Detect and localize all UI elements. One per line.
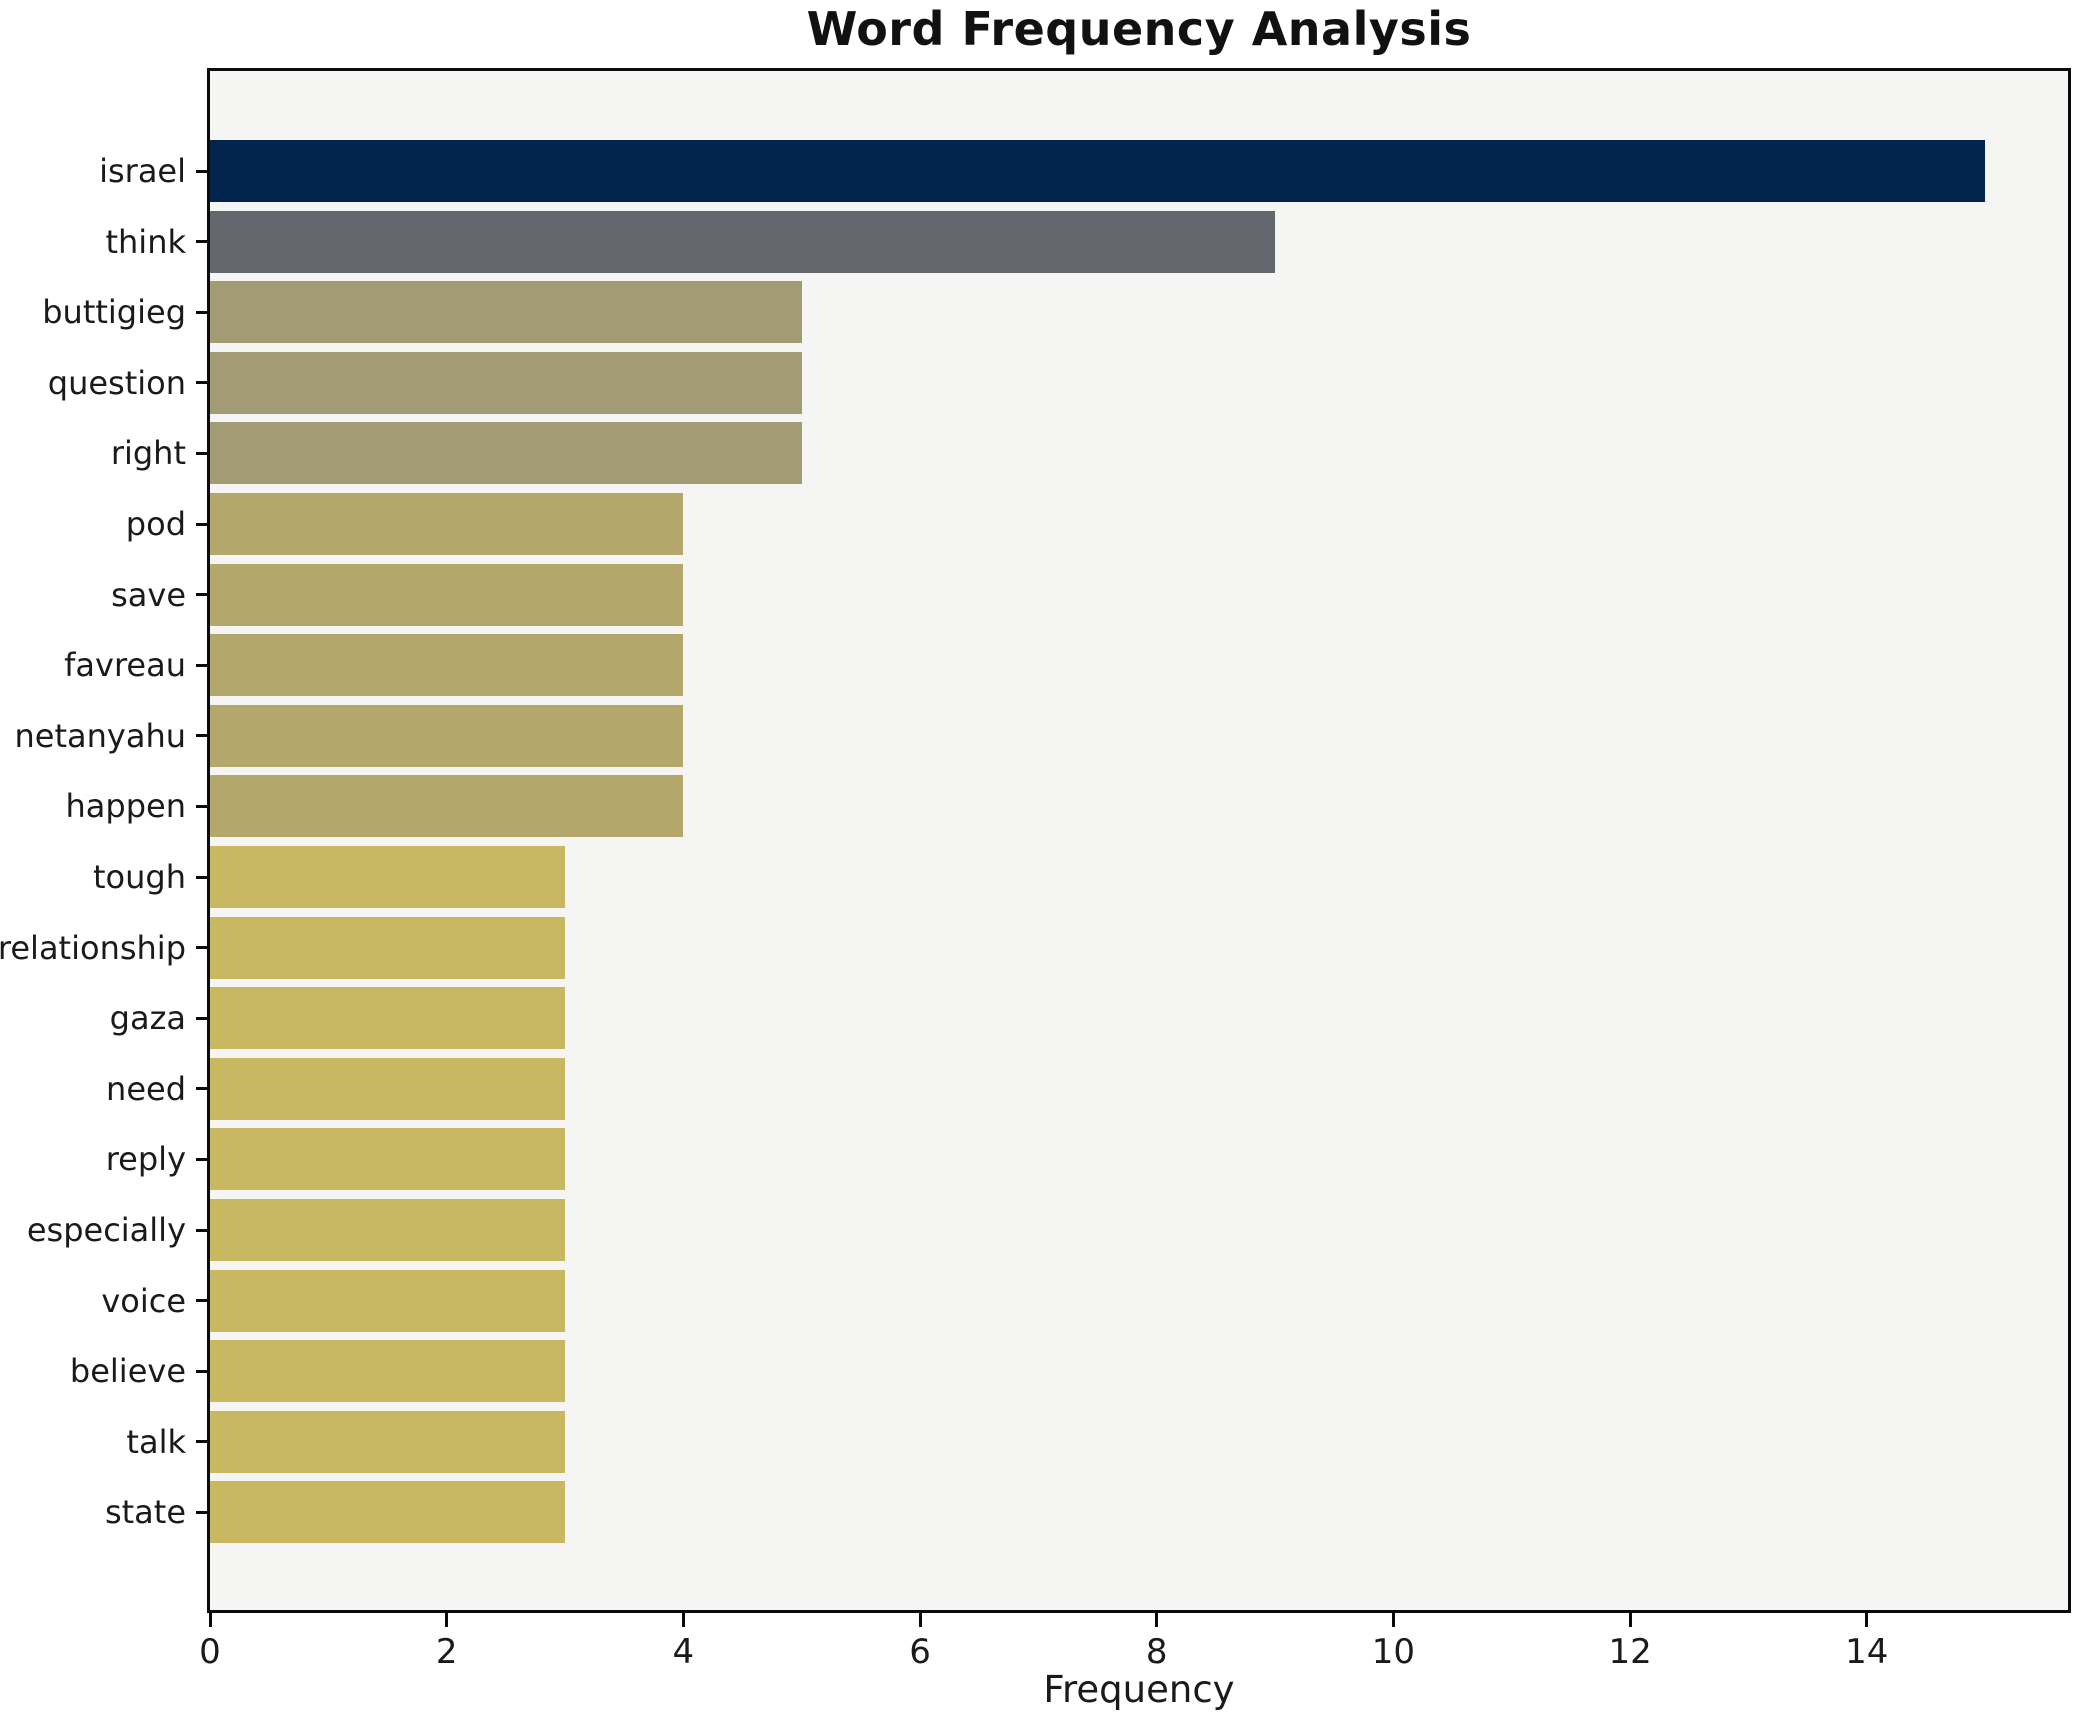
y-tick-label-relationship: relationship (0, 928, 186, 967)
bar-need (210, 1057, 566, 1120)
y-tick-mark (196, 522, 209, 526)
bar-save (210, 563, 684, 626)
y-tick-mark (196, 804, 209, 808)
x-axis-label: Frequency (1043, 1668, 1235, 1711)
bar-tough (210, 846, 566, 908)
bar-gaza (210, 987, 566, 1050)
bar-israel (210, 140, 1986, 202)
y-tick-mark (196, 1157, 209, 1161)
y-tick-label-state: state (104, 1493, 186, 1532)
x-tick-mark (1628, 1613, 1632, 1627)
bar-believe (210, 1340, 566, 1403)
y-tick-mark (196, 240, 209, 244)
x-tick-mark (1155, 1613, 1159, 1627)
x-tick-mark (208, 1613, 212, 1627)
x-tick-label-14: 14 (1845, 1632, 1889, 1672)
bar-think (210, 210, 1276, 273)
y-tick-label-favreau: favreau (64, 646, 186, 685)
x-tick-label-10: 10 (1371, 1632, 1416, 1672)
x-tick-mark (918, 1613, 922, 1627)
bar-relationship (210, 916, 566, 979)
bar-right (210, 422, 802, 485)
bar-happen (210, 775, 684, 838)
y-tick-label-tough: tough (93, 858, 186, 896)
bar-favreau (210, 634, 684, 697)
y-tick-mark (196, 1369, 209, 1373)
y-tick-mark (196, 663, 209, 667)
x-tick-mark (1391, 1613, 1395, 1627)
y-tick-label-gaza: gaza (109, 999, 186, 1038)
y-tick-mark (196, 381, 209, 385)
y-tick-label-believe: believe (69, 1352, 186, 1391)
y-tick-mark (196, 734, 209, 738)
y-tick-label-reply: reply (105, 1140, 186, 1179)
y-tick-label-need: need (106, 1069, 186, 1108)
y-tick-mark (196, 1087, 209, 1091)
y-tick-label-buttigieg: buttigieg (42, 293, 186, 332)
bar-talk (210, 1410, 566, 1473)
x-tick-mark (445, 1613, 449, 1627)
chart-title: Word Frequency Analysis (806, 2, 1472, 56)
x-tick-label-4: 4 (672, 1632, 695, 1672)
x-tick-label-6: 6 (909, 1632, 931, 1672)
x-tick-mark (681, 1613, 685, 1627)
y-tick-mark (196, 1016, 209, 1020)
bar-pod (210, 493, 684, 555)
y-tick-label-think: think (105, 222, 186, 261)
y-tick-label-happen: happen (65, 787, 186, 826)
y-tick-mark (196, 451, 209, 455)
y-tick-label-talk: talk (126, 1422, 186, 1461)
y-tick-mark (196, 1510, 209, 1514)
y-tick-mark (196, 875, 209, 879)
y-tick-label-especially: especially (26, 1211, 186, 1249)
y-tick-label-pod: pod (125, 505, 186, 543)
y-tick-mark (196, 1440, 209, 1444)
x-tick-mark (1865, 1613, 1869, 1627)
y-tick-label-israel: israel (99, 152, 186, 190)
y-tick-label-question: question (47, 363, 186, 402)
y-tick-mark (196, 169, 209, 173)
bar-especially (210, 1199, 566, 1261)
bar-buttigieg (210, 281, 802, 344)
y-tick-mark (196, 593, 209, 597)
y-tick-mark (196, 1228, 209, 1232)
bar-reply (210, 1128, 566, 1191)
y-axis-labels: israel think buttigieg question right pod save… (0, 71, 186, 1610)
bar-question (210, 351, 802, 414)
y-tick-mark (196, 946, 209, 950)
bar-state (210, 1481, 566, 1544)
y-tick-label-save: save (111, 575, 186, 614)
bar-netanyahu (210, 704, 684, 767)
y-tick-mark (196, 310, 209, 314)
y-tick-label-voice: voice (101, 1281, 186, 1320)
x-tick-label-8: 8 (1145, 1632, 1168, 1672)
x-tick-label-0: 0 (199, 1632, 221, 1672)
x-tick-label-12: 12 (1608, 1632, 1652, 1672)
bar-voice (210, 1269, 566, 1332)
y-tick-mark (196, 1299, 209, 1303)
plot-area (207, 68, 2071, 1613)
y-tick-label-netanyahu: netanyahu (14, 716, 186, 755)
x-tick-label-2: 2 (435, 1632, 458, 1672)
y-tick-label-right: right (110, 434, 186, 473)
